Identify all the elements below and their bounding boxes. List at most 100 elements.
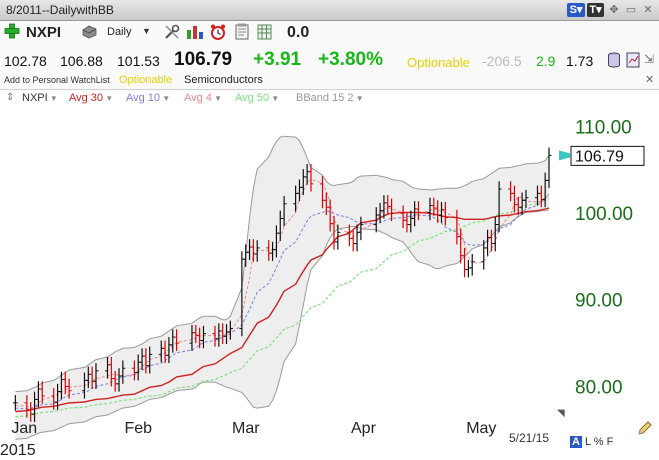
bollinger-upper-line [15, 135, 550, 393]
low-price: 101.53 [117, 53, 160, 69]
study-item-avg10[interactable]: Avg 10 ▼ [126, 92, 170, 104]
price-bar [462, 247, 468, 278]
price-bar [331, 215, 337, 250]
price-bar [55, 383, 61, 410]
chart-options-icon[interactable] [626, 52, 640, 73]
price-bar [277, 210, 283, 241]
chevron-down-icon: ▼ [211, 94, 223, 103]
price-bar [220, 323, 226, 345]
price-bar [58, 371, 64, 400]
avg10-line [15, 193, 550, 410]
last-price-label: 106.79 [575, 148, 624, 165]
study-item-bband[interactable]: BBand 15 2 ▼ [296, 92, 364, 104]
industry-label: Semiconductors [184, 74, 263, 86]
x-tick-label: Feb [125, 420, 153, 437]
symbol-input[interactable]: NXPI [26, 24, 62, 41]
study-label: NXPI [22, 92, 48, 104]
study-item-avg30[interactable]: Avg 30 ▼ [69, 92, 113, 104]
price-bar [404, 212, 410, 233]
price-bar [415, 201, 421, 221]
price-bar [281, 195, 287, 227]
y-tick-label: 100.00 [575, 204, 633, 225]
price-bar [469, 253, 475, 276]
quote-value-3: 1.73 [566, 53, 594, 69]
price-bar [247, 239, 253, 261]
price-bar [93, 363, 99, 390]
chevron-down-icon[interactable]: ▼ [142, 26, 151, 36]
minimize-icon[interactable]: ▭ [625, 4, 637, 16]
price-bar [319, 176, 325, 209]
price-bar [427, 197, 433, 221]
indicator-button-l[interactable]: L [585, 436, 591, 448]
price-bar [189, 324, 195, 351]
indicator-button-a[interactable]: A [570, 436, 582, 448]
spreadsheet-icon[interactable] [257, 23, 273, 46]
last-price-box [570, 145, 645, 166]
price-bar [481, 240, 487, 270]
price-bar [381, 195, 387, 219]
last-price-marker [559, 150, 570, 161]
move-icon[interactable]: ✥ [609, 4, 619, 16]
quote-value-1: -206.5 [482, 53, 522, 69]
price-bar [32, 391, 38, 422]
price-bar [542, 172, 548, 208]
green-plus-icon[interactable] [4, 23, 20, 39]
price-bar [143, 348, 149, 374]
avg4-line [15, 178, 550, 409]
period-select[interactable]: Daily [107, 26, 132, 38]
chevron-down-icon: ▼ [160, 94, 171, 103]
study-item-avg4[interactable]: Avg 4 ▼ [184, 92, 222, 104]
price-bar [193, 324, 199, 344]
alarm-clock-icon[interactable] [209, 23, 227, 46]
wrench-icon[interactable] [163, 23, 181, 46]
price-bar [197, 327, 203, 349]
quote-value-2: 2.9 [536, 53, 556, 69]
chevron-down-icon: ▼ [103, 94, 114, 103]
study-label: Avg 4 [184, 92, 212, 104]
printer-icon[interactable] [80, 24, 98, 45]
price-bar [224, 324, 230, 345]
s-menu-icon[interactable]: S▾ [567, 3, 585, 17]
close-icon[interactable]: ✕ [645, 74, 655, 86]
x-tick-label: Jan [11, 420, 37, 437]
chevron-down-icon: ▼ [47, 94, 58, 103]
x-year-label: 2015 [0, 442, 36, 459]
bar-chart-icon[interactable] [186, 24, 204, 45]
price-bar [400, 205, 406, 229]
price-bar [89, 366, 95, 390]
price-bar [538, 185, 544, 208]
indicator-button-pct[interactable]: % [593, 436, 604, 448]
drag-handle-icon[interactable]: ⇕ [6, 92, 15, 103]
close-icon[interactable]: ✕ [643, 4, 653, 16]
price-bar [116, 368, 122, 392]
watchlist-link[interactable]: Add to Personal WatchList [4, 75, 110, 85]
study-label: Avg 10 [126, 92, 161, 104]
price-bar [162, 340, 168, 364]
expand-icon[interactable]: ⇲ [644, 52, 655, 66]
price-bar [147, 346, 153, 374]
price-bar [523, 189, 529, 209]
notepad-icon[interactable] [234, 23, 250, 46]
pencil-icon[interactable] [637, 420, 653, 441]
price-change: +3.91 [253, 49, 302, 70]
price-bar [166, 337, 172, 364]
price-bar [431, 197, 437, 216]
database-icon[interactable] [607, 52, 621, 73]
scroll-arrow-icon[interactable]: ◥ [557, 408, 565, 419]
price-bar [243, 244, 249, 267]
study-item-avg50[interactable]: Avg 50 ▼ [235, 92, 279, 104]
price-bar [239, 251, 245, 337]
price-bar [458, 228, 464, 264]
study-item-nxpi[interactable]: NXPI ▼ [22, 92, 58, 104]
indicator-button-f[interactable]: F [606, 436, 614, 448]
price-bar [485, 229, 491, 256]
price-bar [112, 370, 118, 392]
price-bar [408, 210, 414, 233]
price-bar [511, 185, 517, 213]
price-bar [412, 201, 418, 227]
price-bar [439, 202, 445, 223]
price-bar [496, 181, 502, 233]
price-bar [442, 202, 448, 226]
x-tick-label: May [466, 420, 496, 437]
t-menu-icon[interactable]: T▾ [587, 3, 604, 17]
